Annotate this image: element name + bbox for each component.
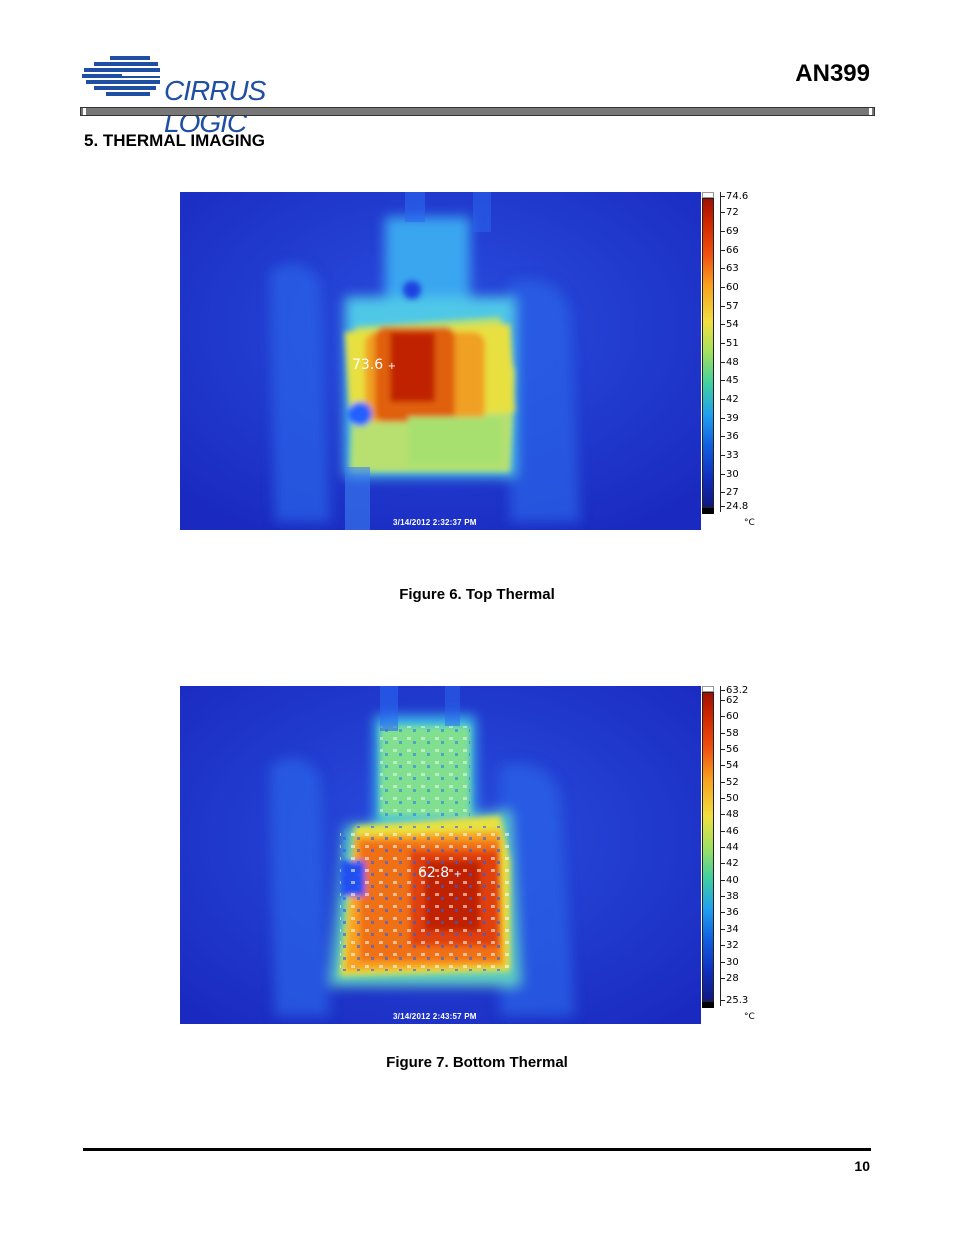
scale-tick-label: 63 [720, 264, 739, 274]
scale-tick-label: 36 [720, 432, 739, 442]
scale-tick-label: 63.2 [720, 686, 748, 696]
scale-tick-label: 62 [720, 696, 739, 706]
scale-tick-label: 72 [720, 208, 739, 218]
bottom-scale-unit: °C [744, 1012, 755, 1022]
image-timestamp: 3/14/2012 2:32:37 PM [393, 518, 477, 527]
bottom-thermal-image: 62.8 + 3/14/2012 2:43:57 PM [180, 686, 701, 1024]
scale-tick-label: 52 [720, 778, 739, 788]
scale-tick-label: 42 [720, 859, 739, 869]
scale-tick-label: 51 [720, 339, 739, 349]
scale-tick-label: 32 [720, 941, 739, 951]
scale-tick-label: 46 [720, 827, 739, 837]
scale-tick-label: 27 [720, 488, 739, 498]
scale-tick-label: 66 [720, 246, 739, 256]
scale-tick-label: 38 [720, 892, 739, 902]
bottom-color-scale-bar [702, 686, 714, 1008]
header-rule [80, 107, 875, 116]
document-id: AN399 [795, 60, 870, 87]
scale-tick-label: 60 [720, 283, 739, 293]
scale-tick-label: 24.8 [720, 502, 748, 512]
scale-tick-label: 48 [720, 358, 739, 368]
top-thermal-image: 73.6 + 3/14/2012 2:32:37 PM [180, 192, 701, 530]
scale-tick-label: 57 [720, 302, 739, 312]
spot-temperature-label: 73.6 + [352, 357, 397, 373]
figure-6-caption: Figure 6. Top Thermal [399, 586, 555, 603]
scale-tick-label: 34 [720, 925, 739, 935]
figure-7-caption: Figure 7. Bottom Thermal [386, 1054, 568, 1071]
scale-tick-label: 48 [720, 810, 739, 820]
scale-tick-label: 36 [720, 908, 739, 918]
scale-tick-label: 45 [720, 376, 739, 386]
scale-tick-label: 42 [720, 395, 739, 405]
scale-tick-label: 58 [720, 729, 739, 739]
top-temperature-scale: 74.6 72 69 66 63 60 57 54 51 48 45 42 39 36 33 30 27 24.8 [720, 192, 770, 512]
scale-tick-label: 30 [720, 470, 739, 480]
image-timestamp: 3/14/2012 2:43:57 PM [393, 1012, 477, 1021]
scale-tick-label: 74.6 [720, 192, 748, 202]
cirrus-logic-logo: CIRRUS LOGIC [82, 53, 352, 138]
bottom-temperature-scale: 63.2 62 60 58 56 54 52 50 48 46 44 42 40 38 36 34 32 30 28… [720, 686, 770, 1006]
footer-rule [83, 1148, 871, 1151]
scale-tick-label: 40 [720, 876, 739, 886]
scale-tick-label: 25.3 [720, 996, 748, 1006]
spot-temperature-label: 62.8 + [418, 865, 463, 881]
scale-tick-label: 30 [720, 958, 739, 968]
section-title: 5. THERMAL IMAGING [84, 131, 266, 150]
top-scale-unit: °C [744, 518, 755, 528]
top-color-scale-bar [702, 192, 714, 514]
scale-tick-label: 60 [720, 712, 739, 722]
scale-tick-label: 44 [720, 843, 739, 853]
scale-tick-label: 39 [720, 414, 739, 424]
scale-tick-label: 54 [720, 761, 739, 771]
scale-tick-label: 50 [720, 794, 739, 804]
scale-tick-label: 28 [720, 974, 739, 984]
scale-tick-label: 54 [720, 320, 739, 330]
scale-tick-label: 69 [720, 227, 739, 237]
scale-tick-label: 33 [720, 451, 739, 461]
page-number: 10 [854, 1158, 870, 1174]
scale-tick-label: 56 [720, 745, 739, 755]
